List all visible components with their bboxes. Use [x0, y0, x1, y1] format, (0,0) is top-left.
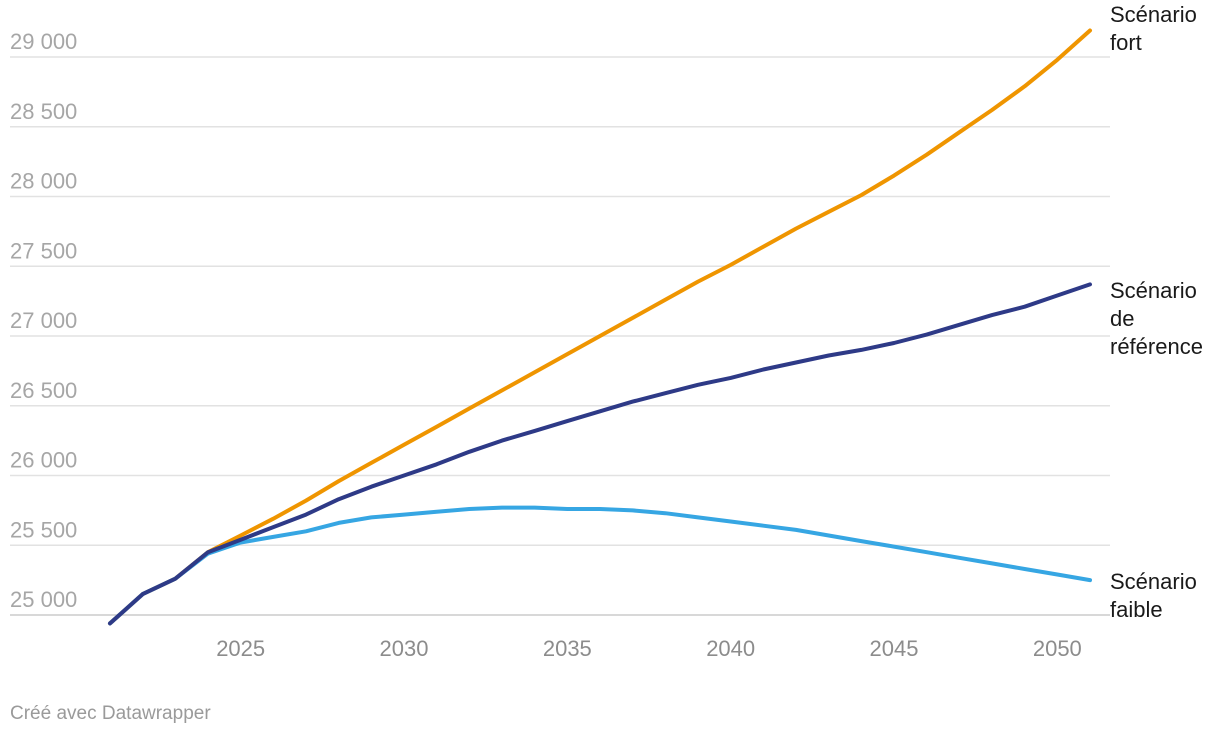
- x-tick-label: 2045: [870, 636, 919, 661]
- series-line: [108, 282, 1092, 626]
- y-tick-label: 27 500: [10, 238, 77, 263]
- y-axis-ticks: 25 000 25 500 26 000 26 500 27 000 27 500 28 0…: [10, 29, 77, 612]
- y-tick-label: 25 000: [10, 587, 77, 612]
- x-tick-label: 2030: [380, 636, 429, 661]
- series-label: Scénario faible: [1110, 569, 1197, 622]
- credit-text: Créé avec Datawrapper: [10, 703, 211, 724]
- y-tick-label: 26 000: [10, 448, 77, 473]
- line-chart: 25 000 25 500 26 000 26 500 27 000 27 500 28 0…: [10, 2, 1203, 661]
- x-axis-ticks: 2025 2030 2035 2040 2045 2050: [216, 636, 1082, 661]
- y-tick-label: 27 000: [10, 308, 77, 333]
- series-label: Scénario fort: [1110, 2, 1197, 55]
- series-lines: [108, 28, 1092, 626]
- x-tick-label: 2050: [1033, 636, 1082, 661]
- series-line: [108, 28, 1092, 626]
- x-tick-label: 2040: [706, 636, 755, 661]
- series-labels: Scénario fort Scénario de référence Scénario f…: [1110, 2, 1203, 622]
- gridlines: [10, 56, 1110, 616]
- series-line: [108, 505, 1092, 626]
- series-label: Scénario de référence: [1110, 278, 1203, 359]
- y-tick-label: 28 500: [10, 99, 77, 124]
- y-tick-label: 29 000: [10, 29, 77, 54]
- y-tick-label: 25 500: [10, 517, 77, 542]
- x-tick-label: 2025: [216, 636, 265, 661]
- y-tick-label: 28 000: [10, 169, 77, 194]
- x-tick-label: 2035: [543, 636, 592, 661]
- y-tick-label: 26 500: [10, 378, 77, 403]
